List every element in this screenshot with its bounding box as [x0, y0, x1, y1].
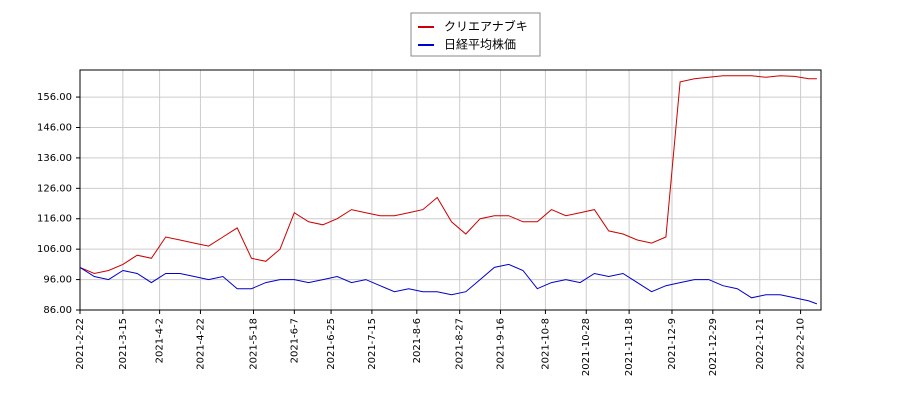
series-line: [79, 263, 818, 305]
x-tick-label: 2022-2-10: [796, 318, 807, 370]
y-tick-label: 156.00: [37, 92, 72, 103]
x-tick-label: 2021-4-22: [195, 318, 206, 370]
y-tick-label: 136.00: [37, 153, 72, 164]
x-tick-label: 2021-10-28: [581, 318, 592, 376]
x-tick-label: 2021-7-15: [367, 318, 378, 370]
x-tick-label: 2021-4-2: [155, 318, 166, 363]
x-tick-label: 2021-6-7: [289, 318, 300, 363]
y-tick-label: 86.00: [43, 305, 72, 316]
x-tick-label: 2021-9-16: [496, 318, 507, 370]
legend-label: 日経平均株価: [444, 37, 516, 52]
x-tick-label: 2021-5-18: [249, 318, 260, 370]
x-tick-label: 2021-3-15: [118, 318, 129, 370]
x-tick-label: 2021-8-6: [412, 318, 423, 363]
legend-box: [410, 12, 541, 57]
legend-label: クリエアナブキ: [444, 19, 528, 34]
y-tick-label: 96.00: [43, 275, 72, 286]
y-tick-label: 126.00: [37, 183, 72, 194]
y-tick-label: 146.00: [37, 122, 72, 133]
y-tick-label: 116.00: [37, 214, 72, 225]
series-line: [79, 75, 817, 275]
x-tick-label: 2021-10-8: [540, 318, 551, 370]
plot-frame: [79, 69, 822, 311]
x-tick-label: 2021-12-29: [708, 318, 719, 376]
x-tick-label: 2022-1-21: [755, 318, 766, 370]
x-tick-label: 2021-8-27: [455, 318, 466, 370]
x-tick-label: 2021-11-18: [624, 318, 635, 376]
x-tick-label: 2021-6-25: [326, 318, 337, 370]
x-tick-label: 2021-12-9: [667, 318, 678, 370]
y-tick-label: 106.00: [37, 244, 72, 255]
x-tick-label: 2021-2-22: [75, 318, 86, 370]
